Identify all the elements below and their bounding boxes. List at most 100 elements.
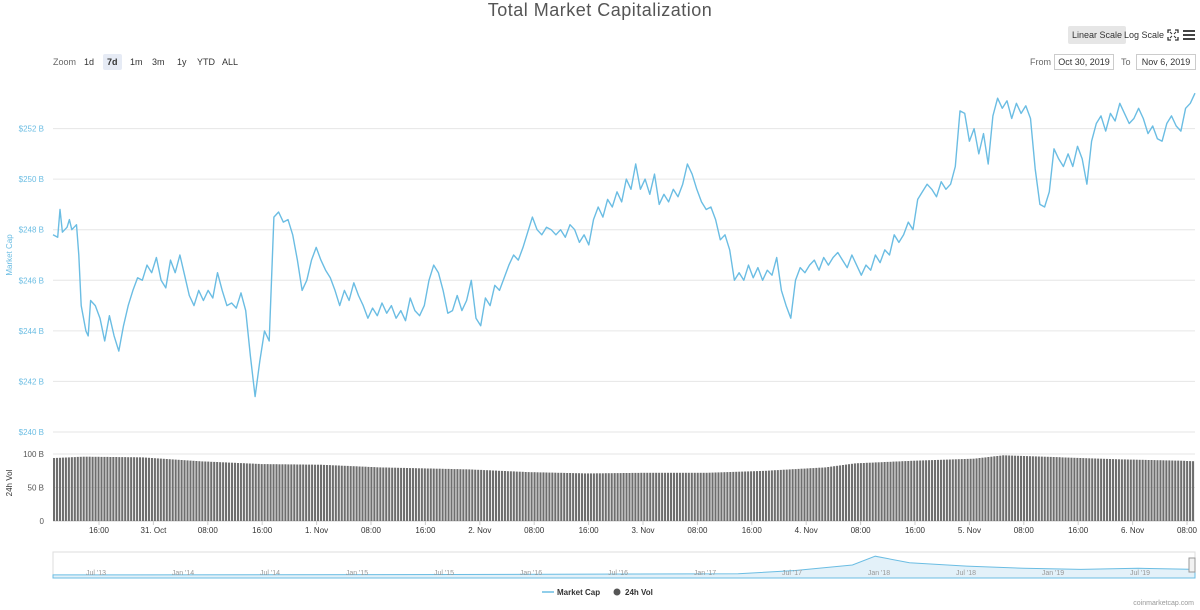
volume-bar [794, 469, 797, 521]
volume-bar [764, 470, 767, 522]
volume-bar [201, 461, 204, 521]
legend-24h-vol[interactable]: 24h Vol [625, 588, 653, 597]
volume-bar [269, 464, 272, 521]
volume-bar [319, 464, 323, 521]
volume-bar [990, 456, 993, 521]
y-tick-label: $248 B [19, 226, 44, 235]
volume-bar [198, 461, 201, 521]
volume-bar [248, 463, 251, 521]
x-tick-label: 6. Nov [1121, 526, 1144, 535]
volume-bar [773, 470, 776, 521]
volume-bar [70, 457, 73, 521]
volume-bar [681, 472, 684, 521]
volume-bar [865, 462, 868, 521]
fullscreen-icon[interactable] [1167, 29, 1179, 41]
volume-bar [322, 464, 325, 521]
volume-bar [1025, 456, 1028, 521]
volume-bar [480, 469, 483, 521]
volume-bar [610, 473, 613, 521]
volume-bar [162, 458, 165, 521]
volume-bar [1156, 460, 1159, 521]
vol-y-tick-label: 100 B [23, 450, 44, 459]
volume-bar [942, 459, 945, 521]
volume-bar [1022, 456, 1026, 521]
navigator-tick-label: Jul '14 [260, 570, 280, 577]
volume-bar [1174, 460, 1177, 521]
zoom-button-3m[interactable]: 3m [152, 57, 165, 67]
volume-bar [809, 468, 812, 521]
volume-bar [524, 472, 527, 521]
credit-text: coinmarketcap.com [1133, 600, 1194, 607]
volume-bar [984, 457, 987, 521]
from-date-input[interactable] [1054, 54, 1114, 70]
volume-bar [61, 457, 64, 521]
volume-bar [67, 457, 70, 521]
volume-bar [144, 457, 148, 521]
legend-market-cap[interactable]: Market Cap [557, 588, 600, 597]
volume-bar [886, 461, 889, 521]
navigator-tick-label: Jan '15 [346, 570, 368, 577]
volume-bar [767, 470, 770, 521]
volume-bar [770, 470, 773, 521]
x-tick-label: 08:00 [851, 526, 872, 535]
volume-bar [1079, 458, 1082, 521]
volume-bar [634, 472, 637, 521]
volume-bar [352, 466, 355, 521]
volume-bar [156, 458, 159, 521]
zoom-button-1d[interactable]: 1d [84, 57, 95, 67]
zoom-button-1y[interactable]: 1y [177, 57, 187, 67]
volume-bar [684, 472, 687, 521]
volume-bar [183, 460, 186, 521]
volume-bar [408, 468, 412, 521]
volume-bar [1052, 457, 1055, 521]
volume-bar [260, 464, 263, 521]
hamburger-menu-icon[interactable] [1182, 28, 1196, 42]
volume-bar [904, 461, 907, 521]
navigator-tick-label: Jul '15 [434, 570, 454, 577]
volume-bar [1103, 458, 1106, 521]
volume-bar [539, 472, 542, 521]
volume-bar [782, 469, 785, 521]
navigator-handle[interactable] [1188, 557, 1196, 573]
to-date-input[interactable] [1136, 54, 1196, 70]
x-tick-label: 08:00 [361, 526, 382, 535]
volume-bar [391, 467, 394, 521]
volume-bar [456, 469, 459, 521]
volume-bar [1186, 461, 1189, 521]
zoom-button-1m[interactable]: 1m [130, 57, 143, 67]
volume-bar [91, 456, 94, 521]
volume-bar [109, 457, 112, 521]
volume-bar [833, 466, 836, 521]
volume-bar [331, 465, 334, 521]
volume-bar [925, 460, 928, 521]
volume-bar [776, 470, 779, 521]
linear-scale-button[interactable]: Linear Scale [1068, 26, 1127, 44]
volume-bar [394, 467, 397, 521]
chart-title: Total Market Capitalization [487, 0, 713, 20]
volume-bar [821, 467, 824, 521]
volume-bar [1111, 459, 1115, 521]
volume-bar [509, 471, 512, 521]
volume-bar [1153, 460, 1156, 521]
zoom-button-all[interactable]: ALL [222, 57, 239, 67]
volume-bar [512, 471, 515, 521]
log-scale-button[interactable]: Log Scale [1124, 30, 1165, 40]
volume-bar [1162, 460, 1165, 521]
volume-bar [972, 458, 975, 521]
volume-bar [147, 457, 150, 521]
volume-bar [945, 459, 948, 521]
zoom-button-ytd[interactable]: YTD [197, 57, 215, 67]
volume-bar [88, 456, 91, 521]
volume-bar [385, 467, 388, 521]
volume-bar [939, 459, 942, 521]
volume-bar [996, 456, 999, 521]
volume-bar [133, 457, 136, 521]
volume-bar [536, 472, 539, 521]
volume-bar [82, 456, 85, 521]
volume-bar [803, 468, 806, 521]
zoom-button-7d[interactable]: 7d [103, 54, 122, 70]
volume-bar [150, 458, 153, 521]
volume-bar [453, 469, 456, 521]
volume-bar [880, 462, 883, 521]
x-tick-label: 08:00 [687, 526, 708, 535]
